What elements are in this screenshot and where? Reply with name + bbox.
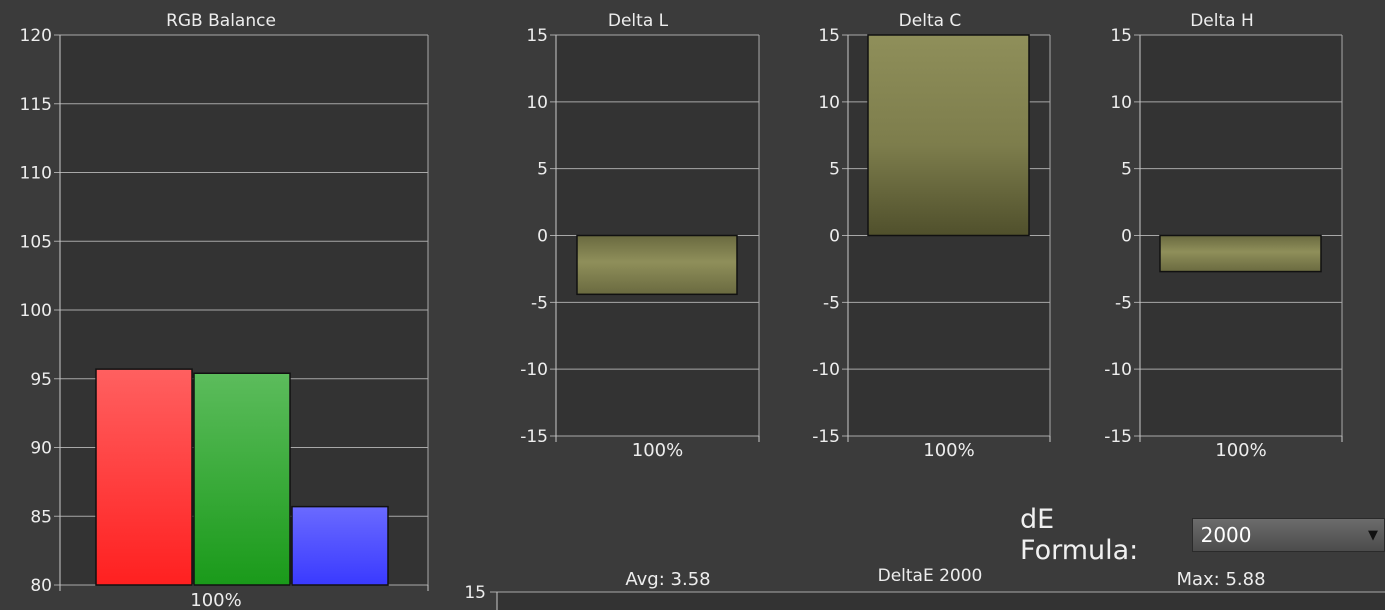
chart3-title: Delta C	[899, 11, 962, 31]
chart1-bar-blue	[291, 505, 389, 586]
chart3-ytick-label: 5	[829, 160, 840, 180]
chart4-ytick-label: -15	[1104, 427, 1132, 447]
chart2-ytick-label: 15	[526, 26, 548, 46]
chart2-bar	[576, 234, 738, 296]
chart4-title: Delta H	[1190, 11, 1254, 31]
chart5-ytick-label: 15	[464, 583, 486, 603]
chart1-bar-red	[95, 368, 193, 586]
chart1-ytick-label: 105	[20, 232, 52, 252]
chart2-ytick-label: -15	[520, 427, 548, 447]
chart1-ytick-label: 110	[20, 164, 52, 184]
chart4-bar	[1159, 234, 1322, 273]
chart3-category-label: 100%	[923, 440, 974, 461]
chart2-ytick-label: 5	[537, 160, 548, 180]
chart3-ytick-label: 0	[829, 227, 840, 247]
chart3-ytick-label: 15	[818, 26, 840, 46]
chart4-ytick-label: 15	[1110, 26, 1132, 46]
chart1-ytick-label: 90	[30, 439, 52, 459]
de-formula-dropdown[interactable]: 2000 ▼	[1191, 518, 1385, 552]
chart4-ytick-label: 10	[1110, 93, 1132, 113]
chart2-title: Delta L	[608, 11, 669, 31]
chart2-category-label: 100%	[632, 440, 683, 461]
chevron-down-icon: ▼	[1368, 527, 1378, 543]
de-formula-control: dE Formula: 2000 ▼	[1020, 504, 1385, 566]
chart1-ytick-label: 100	[20, 301, 52, 321]
chart1-ytick-label: 80	[30, 576, 52, 596]
chart2-ytick-label: -10	[520, 360, 548, 380]
chart1-ytick-label: 85	[30, 507, 52, 527]
chart3-ytick-label: -15	[812, 427, 840, 447]
chart1-category-label: 100%	[190, 590, 241, 610]
chart5-plot-area	[497, 592, 1385, 610]
chart3-ytick-label: -5	[823, 293, 840, 313]
chart5-avg-label: Avg: 3.58	[625, 569, 710, 590]
chart1-ytick-label: 95	[30, 370, 52, 390]
chart2-ytick-label: -5	[531, 293, 548, 313]
chart1-ytick-label: 120	[20, 26, 52, 46]
chart4-ytick-label: -5	[1115, 293, 1132, 313]
de-formula-selected-value: 2000	[1200, 523, 1252, 547]
chart4-ytick-label: -10	[1104, 360, 1132, 380]
chart4-category-label: 100%	[1215, 440, 1266, 461]
chart1-ytick-label: 115	[20, 95, 52, 115]
chart5-title: DeltaE 2000	[878, 566, 983, 586]
chart3-ytick-label: 10	[818, 93, 840, 113]
chart3-bar	[867, 34, 1030, 237]
chart1-title: RGB Balance	[166, 11, 276, 31]
chart4-ytick-label: 0	[1121, 227, 1132, 247]
chart1-bar-green	[193, 372, 291, 586]
chart5-max-label: Max: 5.88	[1176, 569, 1265, 590]
chart3-ytick-label: -10	[812, 360, 840, 380]
chart4-ytick-label: 5	[1121, 160, 1132, 180]
chart2-ytick-label: 0	[537, 227, 548, 247]
de-formula-label: dE Formula:	[1020, 504, 1139, 566]
chart2-ytick-label: 10	[526, 93, 548, 113]
